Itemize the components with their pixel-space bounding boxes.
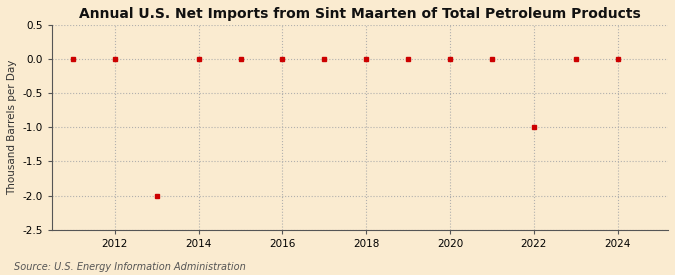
Title: Annual U.S. Net Imports from Sint Maarten of Total Petroleum Products: Annual U.S. Net Imports from Sint Maarte… <box>79 7 641 21</box>
Text: Source: U.S. Energy Information Administration: Source: U.S. Energy Information Administ… <box>14 262 245 272</box>
Y-axis label: Thousand Barrels per Day: Thousand Barrels per Day <box>7 60 17 195</box>
